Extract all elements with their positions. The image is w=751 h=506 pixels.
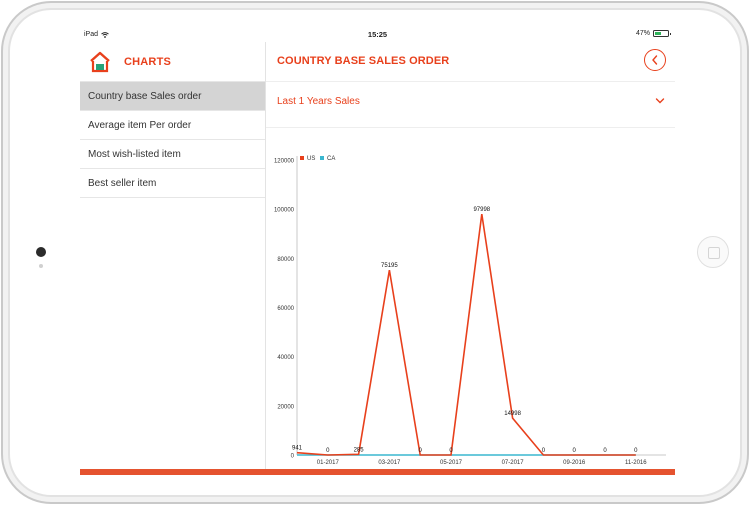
status-bar: iPad 15:25 47%: [80, 28, 675, 42]
data-label: 0: [326, 448, 330, 454]
store-logo-icon: [90, 51, 110, 72]
data-label: 14998: [504, 411, 521, 417]
x-tick-label: 05-2017: [440, 460, 463, 466]
app-screen: iPad 15:25 47% CHARTS Country base Sales…: [80, 28, 675, 475]
y-tick-label: 20000: [277, 404, 294, 410]
data-label: 941: [292, 446, 303, 452]
period-dropdown[interactable]: Last 1 Years Sales: [266, 82, 675, 128]
data-label: 285: [354, 447, 365, 453]
sidebar-item-best-seller[interactable]: Best seller item: [80, 169, 265, 198]
data-label: 0: [634, 448, 638, 454]
legend-swatch: [320, 156, 324, 160]
sidebar-item-label: Country base Sales order: [88, 91, 202, 102]
legend-label: CA: [327, 156, 335, 162]
data-label: 75195: [381, 263, 398, 269]
data-label: 0: [419, 448, 423, 454]
back-button[interactable]: [644, 49, 666, 71]
status-left: iPad: [84, 31, 109, 38]
period-label: Last 1 Years Sales: [277, 96, 360, 107]
device-name: iPad: [84, 31, 99, 38]
x-tick-label: 09-2016: [563, 460, 586, 466]
sidebar-item-label: Best seller item: [88, 178, 157, 189]
status-time: 15:25: [367, 30, 388, 39]
sidebar-item-label: Average item Per order: [88, 120, 192, 131]
data-label: 0: [603, 448, 607, 454]
data-label: 0: [542, 448, 546, 454]
sidebar-header: CHARTS: [80, 42, 265, 82]
sidebar-title: CHARTS: [124, 55, 172, 68]
sidebar: CHARTS Country base Sales order Average …: [80, 42, 266, 469]
data-label: 0: [449, 448, 453, 454]
sidebar-item-country-sales[interactable]: Country base Sales order: [80, 82, 265, 111]
main-header: COUNTRY BASE SALES ORDER: [266, 42, 675, 82]
sidebar-item-label: Most wish-listed item: [88, 149, 181, 160]
x-tick-label: 01-2017: [317, 460, 340, 466]
y-tick-label: 120000: [274, 159, 295, 165]
status-right: 47%: [635, 30, 671, 37]
y-tick-label: 80000: [277, 257, 294, 263]
series-line-us: [296, 213, 636, 456]
battery-percent: 47%: [635, 30, 650, 37]
x-tick-label: 07-2017: [502, 460, 525, 466]
x-tick-label: 03-2017: [378, 460, 401, 466]
camera-icon: [36, 247, 46, 257]
y-tick-label: 0: [291, 454, 295, 460]
x-tick-label: 11-2016: [625, 460, 647, 466]
y-tick-label: 40000: [277, 355, 294, 361]
sensor-dot: [39, 264, 43, 268]
y-tick-label: 100000: [274, 208, 295, 214]
legend-swatch: [300, 156, 304, 160]
main-panel: COUNTRY BASE SALES ORDER Last 1 Years Sa…: [266, 42, 675, 469]
wifi-icon: [101, 31, 109, 38]
chevron-down-icon: [655, 98, 665, 104]
chevron-left-icon: [652, 55, 658, 65]
sales-chart: 0 20000 40000 60000 80000 100000 120000 01-2017…: [266, 129, 675, 469]
data-label: 97998: [473, 207, 490, 213]
home-button[interactable]: [697, 236, 729, 268]
line-chart: 0 20000 40000 60000 80000 100000 120000 01-2017…: [274, 156, 666, 466]
bottom-accent-bar: [80, 469, 675, 475]
battery-icon: [653, 30, 671, 37]
sidebar-item-most-wishlisted[interactable]: Most wish-listed item: [80, 140, 265, 169]
page-title: COUNTRY BASE SALES ORDER: [277, 55, 450, 67]
legend-label: US: [307, 156, 315, 162]
sidebar-item-average-item[interactable]: Average item Per order: [80, 111, 265, 140]
data-label: 0: [573, 448, 577, 454]
y-tick-label: 60000: [277, 306, 294, 312]
